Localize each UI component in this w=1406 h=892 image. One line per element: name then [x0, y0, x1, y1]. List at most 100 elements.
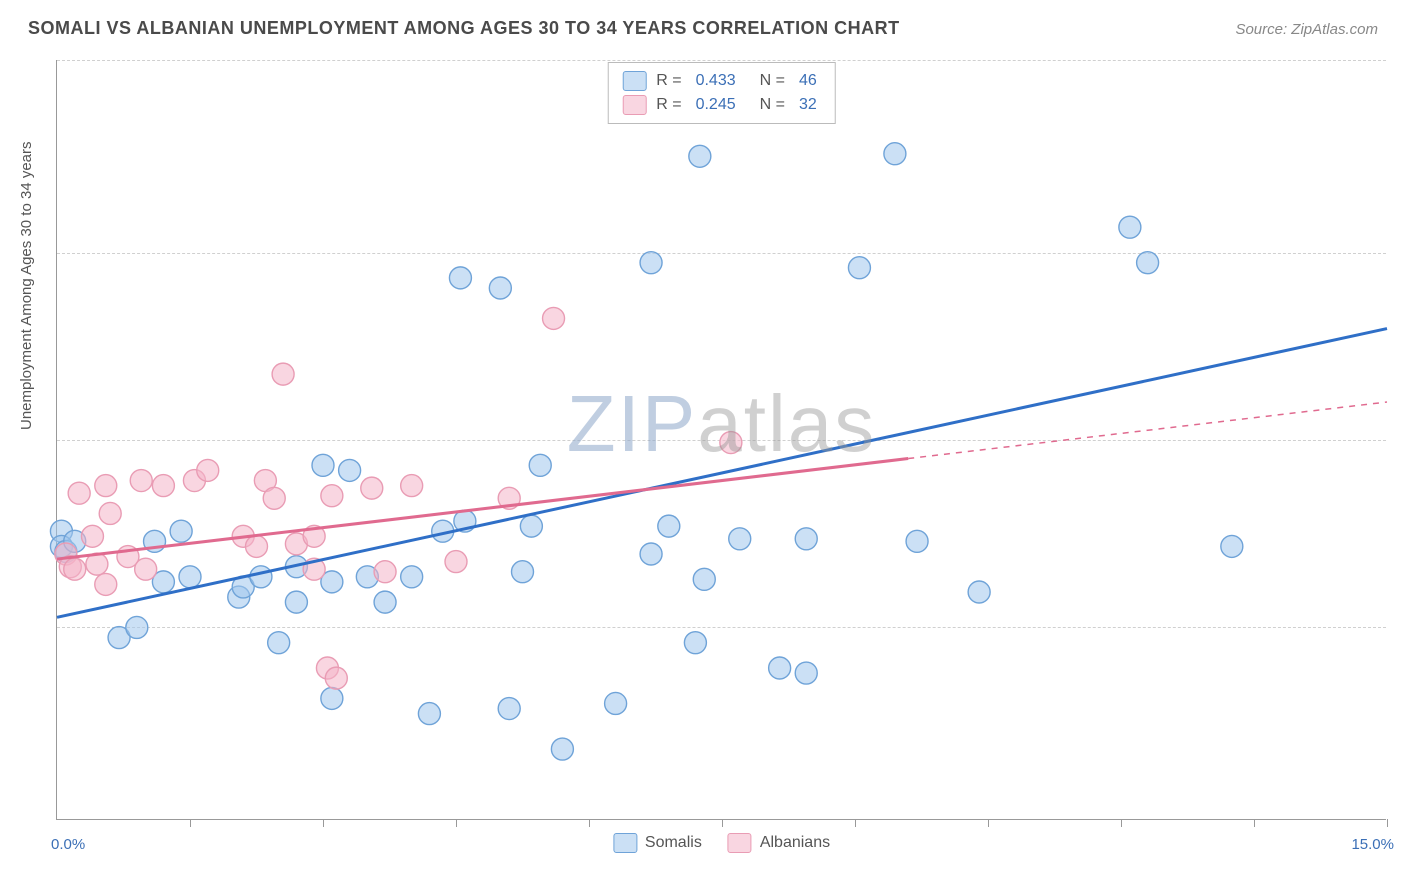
data-point: [135, 558, 157, 580]
x-tick: [589, 819, 590, 827]
legend-n-label: N =: [760, 72, 785, 90]
data-point: [68, 482, 90, 504]
legend-n-label: N =: [760, 96, 785, 114]
scatter-plot-svg: [57, 60, 1386, 819]
data-point: [361, 477, 383, 499]
data-point: [520, 515, 542, 537]
x-tick: [855, 819, 856, 827]
x-axis-max-label: 15.0%: [1351, 836, 1394, 853]
data-point: [848, 257, 870, 279]
regression-line-extrapolated: [908, 402, 1387, 459]
data-point: [1221, 535, 1243, 557]
legend-r-label: R =: [656, 72, 681, 90]
legend-series-item: Albanians: [728, 833, 830, 853]
legend-n-value: 32: [799, 96, 817, 114]
data-point: [1119, 216, 1141, 238]
data-point: [401, 475, 423, 497]
data-point: [339, 459, 361, 481]
x-tick: [456, 819, 457, 827]
x-tick: [323, 819, 324, 827]
x-tick: [1121, 819, 1122, 827]
data-point: [795, 528, 817, 550]
data-point: [325, 667, 347, 689]
data-point: [179, 566, 201, 588]
correlation-legend: R = 0.433 N = 46 R = 0.245 N = 32: [607, 62, 836, 124]
chart-plot-area: ZIPatlas R =0.433N =46R =0.245N =32 Soma…: [56, 60, 1386, 820]
x-tick: [722, 819, 723, 827]
x-axis-min-label: 0.0%: [51, 836, 85, 853]
data-point: [374, 591, 396, 613]
data-point: [250, 566, 272, 588]
data-point: [285, 591, 307, 613]
legend-n-value: 46: [799, 72, 817, 90]
legend-series-item: Somalis: [613, 833, 702, 853]
legend-series-label: Albanians: [760, 834, 830, 852]
data-point: [884, 143, 906, 165]
data-point: [543, 307, 565, 329]
legend-swatch: [622, 95, 646, 115]
data-point: [170, 520, 192, 542]
data-point: [769, 657, 791, 679]
data-point: [729, 528, 751, 550]
data-point: [529, 454, 551, 476]
data-point: [130, 470, 152, 492]
x-tick: [1387, 819, 1388, 827]
legend-series-label: Somalis: [645, 834, 702, 852]
legend-r-value: 0.245: [696, 96, 736, 114]
data-point: [1137, 252, 1159, 274]
data-point: [152, 475, 174, 497]
legend-row: R = 0.245 N = 32: [622, 93, 821, 117]
legend-r-label: R =: [656, 96, 681, 114]
legend-r-value: 0.433: [696, 72, 736, 90]
data-point: [512, 561, 534, 583]
data-point: [551, 738, 573, 760]
regression-line: [57, 459, 908, 560]
data-point: [263, 487, 285, 509]
chart-title: SOMALI VS ALBANIAN UNEMPLOYMENT AMONG AG…: [28, 18, 900, 39]
y-tick-label: 15.0%: [1392, 52, 1406, 69]
data-point: [272, 363, 294, 385]
data-point: [374, 561, 396, 583]
y-tick-label: 7.5%: [1392, 432, 1406, 449]
data-point: [689, 145, 711, 167]
data-point: [906, 530, 928, 552]
data-point: [449, 267, 471, 289]
data-point: [81, 525, 103, 547]
data-point: [418, 703, 440, 725]
y-axis-title: Unemployment Among Ages 30 to 34 years: [18, 141, 35, 430]
legend-swatch: [613, 833, 637, 853]
data-point: [401, 566, 423, 588]
legend-swatch: [728, 833, 752, 853]
data-point: [246, 535, 268, 557]
data-point: [720, 432, 742, 454]
data-point: [99, 502, 121, 524]
data-point: [693, 568, 715, 590]
data-point: [321, 485, 343, 507]
data-point: [640, 543, 662, 565]
legend-swatch: [622, 71, 646, 91]
data-point: [268, 632, 290, 654]
data-point: [684, 632, 706, 654]
x-tick: [1254, 819, 1255, 827]
data-point: [64, 558, 86, 580]
data-point: [498, 698, 520, 720]
data-point: [795, 662, 817, 684]
data-point: [640, 252, 662, 274]
source-credit: Source: ZipAtlas.com: [1235, 21, 1378, 38]
legend-row: R = 0.433 N = 46: [622, 69, 821, 93]
x-tick: [190, 819, 191, 827]
data-point: [658, 515, 680, 537]
x-tick: [988, 819, 989, 827]
data-point: [95, 573, 117, 595]
data-point: [489, 277, 511, 299]
data-point: [126, 616, 148, 638]
data-point: [197, 459, 219, 481]
y-tick-label: 11.2%: [1392, 244, 1406, 261]
data-point: [312, 454, 334, 476]
data-point: [968, 581, 990, 603]
data-point: [605, 692, 627, 714]
data-point: [321, 687, 343, 709]
series-legend: Somalis Albanians: [613, 833, 830, 853]
y-tick-label: 3.8%: [1392, 619, 1406, 636]
data-point: [445, 551, 467, 573]
